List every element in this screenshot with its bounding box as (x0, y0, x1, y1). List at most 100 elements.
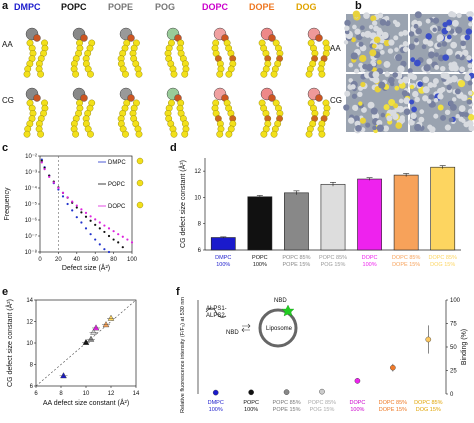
data-point-popc (121, 246, 124, 249)
category-label: DMPC (208, 400, 224, 406)
data-point-dopc (112, 230, 115, 233)
category-label: DMPC (215, 255, 231, 261)
data-point-popc (84, 215, 88, 218)
lipid-molecule (23, 27, 49, 78)
lipid-molecule (305, 27, 331, 78)
data-point-dmpc (66, 202, 69, 206)
y-tick-label: 8 (198, 222, 202, 228)
panel-b-row-cg: CG (330, 96, 342, 105)
category-label: POPE 15% (283, 262, 311, 268)
legend-label-dopc: DOPC (108, 204, 126, 210)
defect-size-distribution-chart: 10⁻² 10⁻³ 10⁻⁴ 10⁻⁵ 10⁻⁶ 10⁻⁷ 10⁻⁸0 20 40 60 80 100… (4, 154, 144, 272)
data-point-popc (98, 227, 101, 230)
category-label: POPC 85% (308, 400, 336, 406)
data-point-dopc (130, 241, 134, 244)
data-point-dopc (103, 224, 106, 227)
category-label: DOPC 85% (379, 400, 408, 406)
x-axis-label: Defect size (Å²) (62, 263, 110, 272)
bar (357, 178, 382, 251)
data-point-dopc (89, 215, 92, 218)
data-point (92, 324, 100, 331)
panel-label-f: f (176, 286, 180, 298)
data-point-dmpc (94, 238, 97, 241)
y-tick-label: 10⁻⁴ (25, 185, 38, 192)
binding-schematic: ALPS1-ALPS2 NBD Liposome NBD (205, 298, 298, 348)
data-point-popc (80, 211, 83, 214)
x-tick-label: 14 (133, 391, 140, 397)
data-point-dopc (94, 218, 97, 221)
bar (284, 192, 309, 251)
legend-lipid-icon (136, 179, 144, 187)
data-point-dopc (80, 208, 83, 211)
data-point-dmpc (71, 209, 74, 212)
data-point-popc (103, 230, 106, 234)
bar (210, 237, 236, 251)
data-point-popc (94, 223, 97, 226)
lipid-molecule (164, 27, 190, 78)
bar (247, 196, 273, 251)
data-point (283, 389, 290, 395)
data-point-dopc (57, 186, 60, 190)
y-tick-label: 6 (198, 248, 202, 254)
y-tick-label: 10 (194, 195, 201, 201)
category-label: POPC (252, 255, 268, 261)
nbd-top-label: NBD (274, 298, 287, 304)
bar (430, 166, 456, 251)
legend-lipid-icon (136, 157, 144, 165)
membrane-snapshot-tile (407, 11, 474, 75)
data-point-popc (117, 241, 120, 244)
alps-binding-chart: Relative fluorescence intensity (F/F₀) a… (180, 297, 468, 413)
data-point (212, 389, 219, 396)
membrane-snapshot-tile (407, 71, 474, 133)
data-point-dopc (40, 161, 43, 164)
panel-label-a: a (2, 0, 9, 12)
lipid-header-pope: POPE (108, 2, 134, 12)
liposome-label: Liposome (266, 326, 293, 332)
lipid-molecule (70, 87, 96, 138)
data-point-dmpc (107, 250, 111, 254)
data-point-dopc (66, 196, 69, 199)
panel-label-c: c (2, 142, 9, 154)
lipid-header-pog: POG (155, 2, 176, 12)
category-label: DOPC 85% (392, 255, 421, 261)
protein-icon (205, 307, 227, 318)
lipid-molecule (305, 87, 331, 138)
lipid-header-dog: DOG (296, 2, 317, 12)
right-tick-label: 25 (450, 369, 457, 375)
data-point-dopc (84, 211, 88, 214)
lipid-molecule (258, 87, 284, 138)
left-axis-label: Relative fluorescence intensity (F/F₀) a… (180, 297, 186, 413)
liposome-icon (258, 308, 298, 348)
equilibrium-arrows-icon (241, 323, 251, 333)
data-point (319, 388, 325, 395)
lipid-molecule (117, 27, 143, 78)
data-point-dmpc (84, 227, 88, 230)
y-axis-label: CG defect size constant (Å²) (178, 160, 187, 248)
x-tick-label: 6 (34, 391, 38, 397)
nbd-star-icon (281, 304, 295, 317)
x-tick-label: 20 (55, 257, 62, 263)
x-tick-label: 60 (92, 257, 99, 263)
data-point-dopc (107, 227, 111, 230)
data-point-dopc (121, 235, 124, 238)
category-label: POPE 15% (273, 407, 301, 413)
data-point (390, 364, 396, 371)
lipid-molecule (258, 27, 284, 78)
category-label: 100% (253, 262, 267, 268)
protein-label: ALPS1- (206, 306, 227, 312)
nbd-label: NBD (226, 330, 239, 336)
y-tick-label: 10⁻³ (25, 170, 37, 176)
aa-vs-cg-correlation-chart: 6 8 10 12 14 6 8 10 12 14 AA defect size constant … (5, 298, 140, 407)
y-tick-label: 14 (26, 298, 33, 304)
panel-b-row-aa: AA (330, 44, 341, 53)
y-tick-label: 12 (26, 320, 33, 326)
data-point-dmpc (57, 188, 60, 191)
category-label: 100% (350, 407, 364, 413)
x-tick-label: 100 (127, 257, 138, 263)
lipid-molecule (211, 27, 237, 78)
data-point-popc (75, 206, 78, 209)
data-point-dopc (75, 204, 78, 207)
data-point (90, 328, 97, 335)
category-label: 100% (244, 407, 258, 413)
data-point-popc (40, 159, 43, 162)
